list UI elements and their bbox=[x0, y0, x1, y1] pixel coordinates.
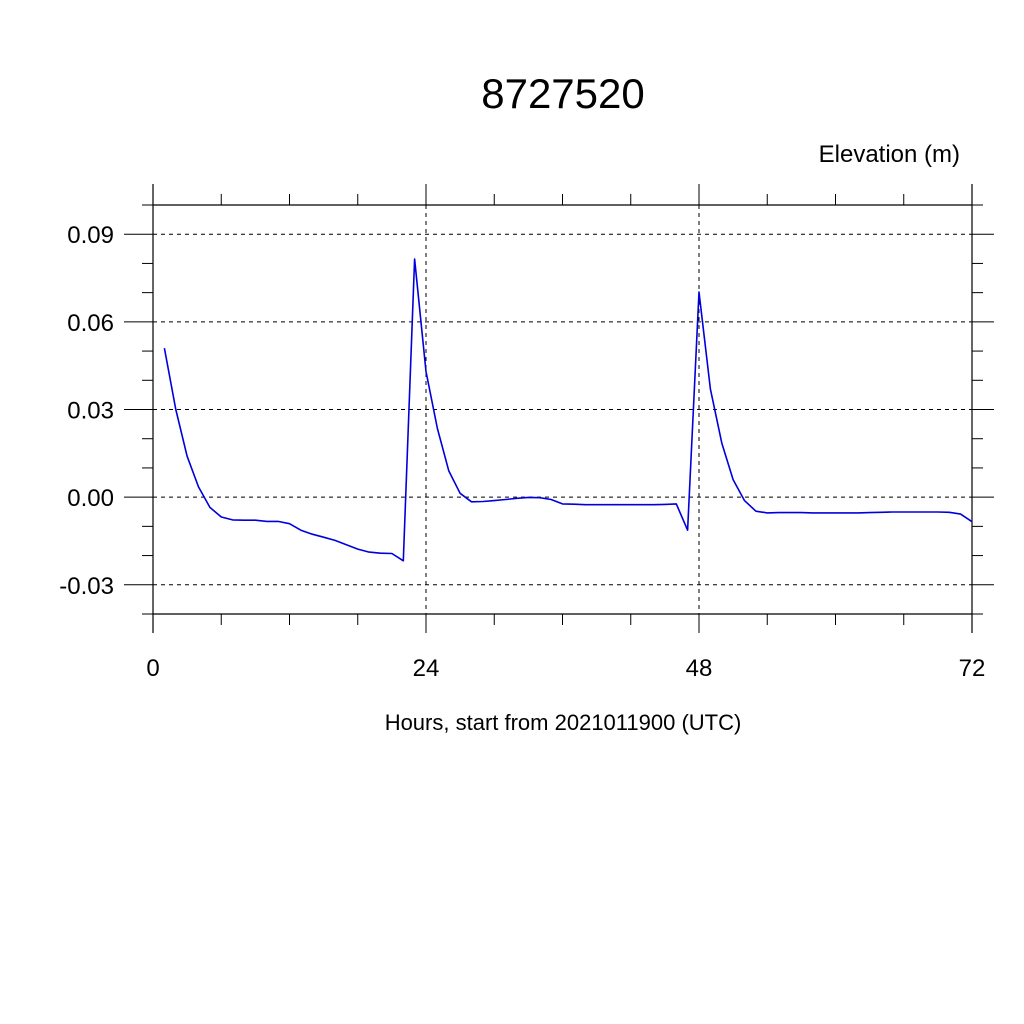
x-tick-label: 24 bbox=[413, 655, 440, 682]
chart-title: 8727520 bbox=[481, 70, 645, 117]
series-line bbox=[163, 258, 973, 562]
axis-ticks bbox=[124, 184, 994, 633]
y-tick-label: 0.00 bbox=[67, 485, 114, 512]
x-tick-label: 0 bbox=[146, 655, 159, 682]
tick-labels: -0.03 0.00 0.03 0.06 0.09 0 24 48 72 bbox=[59, 222, 985, 682]
x-axis-label: Hours, start from 2021011900 (UTC) bbox=[385, 710, 742, 735]
y-tick-label: 0.09 bbox=[67, 222, 114, 249]
grid-lines bbox=[153, 205, 973, 614]
x-tick-label: 72 bbox=[959, 655, 986, 682]
x-tick-label: 48 bbox=[686, 655, 713, 682]
y-tick-label: 0.06 bbox=[67, 310, 114, 337]
plot-frame bbox=[152, 184, 973, 633]
series-layer bbox=[163, 258, 973, 562]
y-tick-label: 0.03 bbox=[67, 398, 114, 425]
y-tick-label: -0.03 bbox=[59, 573, 114, 600]
y-axis-label: Elevation (m) bbox=[819, 141, 960, 168]
